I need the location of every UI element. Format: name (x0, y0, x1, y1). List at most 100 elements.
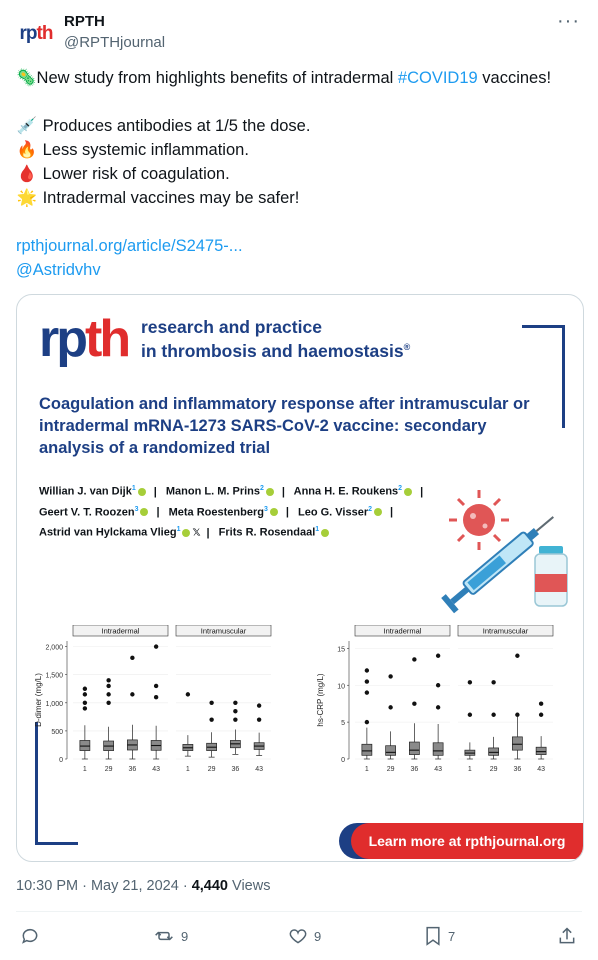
syringe-icon (441, 516, 554, 614)
x-tick-label: 43 (434, 766, 442, 773)
panel-strip (72, 625, 169, 637)
journal-name: research and practice in thrombosis and … (141, 317, 411, 361)
outlier-point (209, 717, 214, 722)
more-options-icon[interactable]: ··· (557, 10, 580, 32)
x-tick-label: 29 (490, 766, 498, 773)
reply-icon (22, 928, 38, 944)
mention-link[interactable]: @Astridvhv (16, 261, 101, 279)
x-tick-label: 29 (208, 766, 216, 773)
orcid-icon (404, 487, 413, 496)
media-card[interactable]: rpth research and practice in thrombosis… (16, 294, 584, 862)
bullet-line: 💉 Produces antibodies at 1/5 the dose. (16, 114, 582, 138)
x-tick-label: 43 (537, 766, 545, 773)
paper-title: Coagulation and inflammatory response af… (39, 395, 530, 457)
display-name[interactable]: RPTH (64, 13, 105, 30)
tweet-text: 🦠New study from highlights benefits of i… (16, 66, 582, 282)
syringe-emoji: 💉 (16, 117, 38, 135)
outlier-point (130, 692, 135, 697)
user-handle[interactable]: @RPTHjournal (64, 34, 166, 51)
reply-button[interactable] (20, 926, 46, 946)
avatar-logo: rpth (19, 23, 54, 44)
outlier-point (82, 692, 88, 697)
outlier-point (106, 700, 111, 706)
y-tick-label: 1,500 (45, 673, 63, 680)
outlier-point (106, 683, 111, 689)
author-list: Willian J. van Dijk1 | Manon L. M. Prins2… (39, 485, 424, 539)
outlier-point (233, 717, 238, 722)
x-tick-label: 36 (231, 766, 239, 773)
star-emoji: 🌟 (16, 189, 38, 207)
x-tick-label: 29 (387, 766, 395, 773)
bookmark-count: 7 (448, 928, 456, 944)
box (488, 747, 499, 756)
outlier-point (412, 701, 417, 706)
orcid-icon (374, 508, 383, 517)
y-tick-label: 1,000 (45, 701, 63, 708)
outlier-point (153, 683, 159, 689)
divider (16, 911, 582, 912)
outlier-point (364, 690, 370, 695)
outlier-point (364, 679, 370, 684)
y-tick-label: 0 (59, 757, 63, 764)
bullet-line: 🔥 Less systemic inflammation. (16, 138, 582, 162)
orcid-icon (269, 508, 278, 517)
hashtag-link[interactable]: #COVID19 (397, 69, 478, 87)
learn-more-banner[interactable]: Learn more at rpthjournal.org (351, 823, 583, 859)
y-tick-label: 2,000 (45, 645, 63, 652)
panel-strip (354, 625, 451, 637)
box (385, 745, 396, 756)
orcid-icon (137, 487, 146, 496)
panel-title: Intradermal (102, 627, 140, 636)
outlier-point (435, 683, 441, 688)
outlier-point (256, 703, 262, 708)
x-tick-label: 43 (152, 766, 160, 773)
y-tick-label: 500 (51, 729, 63, 736)
outlier-point (435, 705, 441, 710)
blood-drop-emoji: 🩸 (16, 165, 38, 183)
panel-title: Intramuscular (201, 627, 247, 636)
y-tick-label: 0 (341, 757, 345, 764)
retweet-count: 9 (181, 928, 189, 944)
outlier-point (82, 706, 88, 711)
share-icon (559, 927, 575, 944)
outlier-point (153, 694, 159, 700)
panel-strip (175, 625, 272, 637)
outlier-point (106, 678, 111, 683)
like-count: 9 (314, 928, 322, 944)
outlier-point (388, 674, 393, 679)
x-tick-label: 43 (255, 766, 263, 773)
tweet-meta: 10:30 PM · May 21, 2024 · 4,440 Views (16, 878, 271, 894)
like-button[interactable]: 9 (288, 926, 321, 946)
outlier-point (491, 712, 496, 717)
outlier-point (185, 692, 191, 697)
avatar[interactable]: rpth (16, 14, 56, 54)
x-tick-label: 36 (513, 766, 521, 773)
outlier-point (467, 680, 473, 685)
timestamp[interactable]: 10:30 PM · May 21, 2024 · (16, 878, 192, 894)
y-axis-label: D-dimer (mg/L) (34, 673, 43, 727)
retweet-button[interactable]: 9 (153, 926, 188, 946)
x-tick-label: 1 (468, 766, 472, 773)
outlier-point (435, 653, 441, 658)
outlier-point (82, 686, 88, 691)
share-button[interactable] (557, 926, 577, 946)
heart-icon (289, 929, 307, 944)
outlier-point (515, 653, 520, 658)
journal-logo: rpth (39, 310, 131, 368)
vaccine-illustration (441, 490, 568, 614)
outlier-point (364, 668, 370, 673)
outlier-point (538, 712, 544, 717)
y-tick-label: 10 (337, 683, 345, 690)
outlier-point (467, 712, 473, 717)
article-link[interactable]: rpthjournal.org/article/S2475-... (16, 237, 243, 255)
outlier-point (106, 692, 111, 697)
x-tick-label: 36 (410, 766, 418, 773)
retweet-icon (155, 931, 173, 941)
outlier-point (388, 705, 393, 710)
outlier-point (364, 719, 370, 725)
outlier-point (412, 657, 417, 662)
card-frame-corner (522, 325, 565, 428)
orcid-icon (321, 529, 330, 538)
bookmark-button[interactable]: 7 (424, 926, 455, 946)
panel-title: Intramuscular (483, 627, 529, 636)
